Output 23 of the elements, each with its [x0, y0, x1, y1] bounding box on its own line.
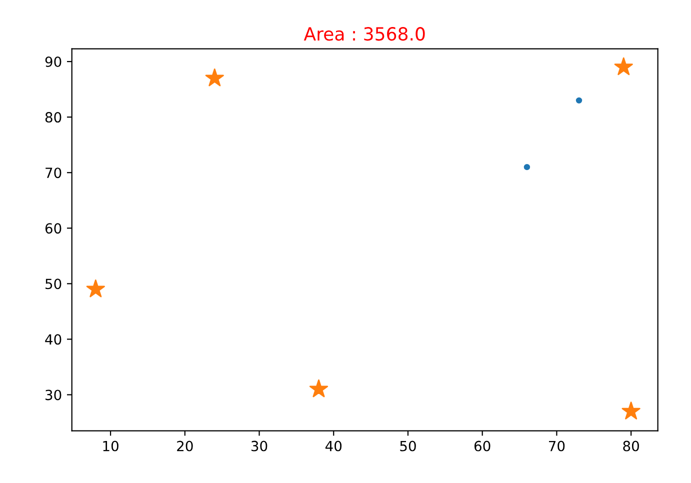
y-tick-label: 40	[45, 334, 62, 345]
y-tick-label: 30	[46, 390, 62, 400]
point	[205, 68, 224, 86]
point	[86, 279, 105, 298]
point	[309, 379, 328, 398]
x-tick-label: 10	[103, 440, 118, 452]
y-tick-label: 60	[45, 223, 62, 234]
x-tick-label: 60	[474, 440, 490, 452]
x-tick-label: 70	[549, 440, 565, 452]
chart-title: Area : 3568.0	[304, 27, 425, 41]
y-tick-label: 90	[45, 56, 62, 68]
x-tick-label: 40	[325, 440, 342, 452]
x-tick-label: 80	[623, 440, 639, 452]
y-tick-label: 80	[45, 112, 62, 123]
point	[576, 97, 582, 104]
point	[622, 402, 640, 420]
x-tick-label: 30	[251, 440, 268, 452]
y-tick-label: 50	[46, 278, 62, 290]
y-tick-label: 70	[46, 168, 62, 178]
x-tick-label: 50	[400, 440, 416, 452]
point	[614, 57, 633, 76]
point	[524, 164, 530, 170]
x-tick-label: 20	[177, 440, 193, 452]
